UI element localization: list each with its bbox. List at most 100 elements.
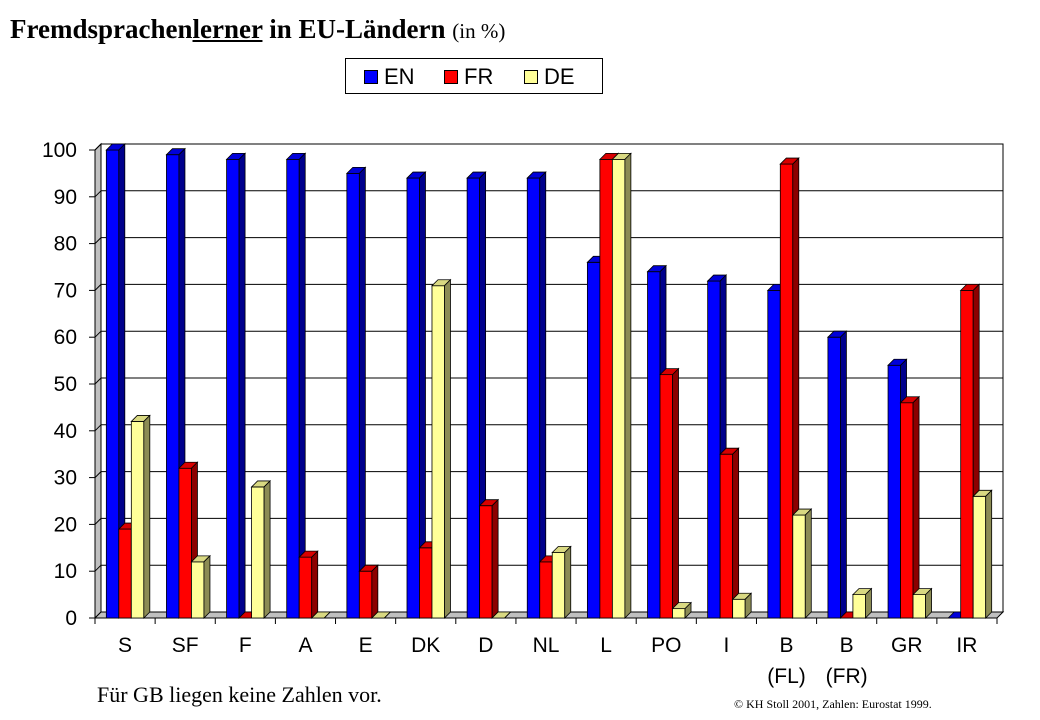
bar-de-side [323,611,331,619]
bar-de-side [564,545,572,619]
bar-de [912,594,926,619]
title-unit: (in %) [452,19,506,43]
bar-en [827,336,841,619]
bar-fr [659,374,673,619]
bar-fr-side [311,550,319,619]
x-tick-label: PO [651,634,681,657]
footnote: Für GB liegen keine Zahlen vor. [97,682,382,707]
bar-de-side [263,479,271,619]
legend-swatch [444,70,458,84]
gridline-side [94,143,102,151]
bar-en [105,149,120,619]
x-tick-label: D [478,634,493,657]
gridline-side [94,564,102,572]
bar-fr [539,561,553,619]
bar-de-side [504,611,511,619]
bar-fr [419,547,433,619]
bar-en-side [238,152,246,619]
bar-de [130,421,145,619]
x-tick-label: SF [172,634,199,657]
bar-fr [599,158,613,619]
bar-de-side [744,592,752,619]
bar-fr-side [912,395,920,619]
bar-de-side [384,611,391,619]
bar-de-side [624,152,632,619]
bar-de [251,486,265,619]
bar-en-side [539,171,547,619]
x-tick-label: GR [891,634,923,657]
x-tick-label: IR [956,634,977,657]
bar-en [887,364,901,619]
bar-fr-side [371,564,379,619]
bar-fr [479,505,493,619]
x-tick-label: L [600,634,612,657]
bar-de-side [925,587,932,619]
credit-line: © KH Stoll 2001, Zahlen: Eurostat 1999. [734,697,932,711]
bar-de-side [444,278,451,619]
bar-fr [719,453,734,619]
gridline-side [94,330,102,338]
x-tick-label: F [239,634,252,657]
y-tick-label: 80 [54,233,77,256]
y-tick-label: 40 [54,420,77,443]
x-tick-sublabel: (FR) [826,665,868,688]
bar-fr [779,163,794,619]
bar-en [226,158,240,619]
bar-fr [178,467,192,619]
bar-en [767,289,781,619]
bar-fr [358,570,373,619]
title-part-1: Fremdsprachen [10,14,193,44]
bar-de [972,495,987,619]
x-tick-label: A [298,634,312,657]
bar-en [586,261,601,619]
gridline-side [94,190,102,198]
bar-de-side [684,601,692,619]
bar-fr-side [672,367,679,619]
x-tick-label: DK [411,634,440,657]
x-tick-label: NL [533,634,560,657]
chart-legend: EN FR DE [345,58,603,94]
y-tick-label: 60 [54,326,77,349]
bar-fr-side [732,447,740,619]
bar-fr [118,528,132,619]
title-part-3: in EU-Ländern [262,14,453,44]
legend-label: EN [384,64,415,89]
legend-swatch [524,70,538,84]
bar-fr [960,289,974,619]
bar-en [707,280,721,619]
x-tick-sublabel: (FL) [767,665,806,688]
x-tick-label: I [723,634,729,657]
y-tick-label: 0 [65,607,77,630]
legend-swatch [364,70,378,84]
bar-en-side [358,166,366,619]
bar-en [286,158,300,619]
bar-en [406,177,420,619]
gridline-side [94,377,102,385]
x-tick-label: E [359,634,373,657]
chart-title: Fremdsprachenlerner in EU-Ländern (in %) [10,14,505,45]
bar-de [732,598,746,619]
legend-label: FR [464,64,494,89]
x-tick-label: S [118,634,132,657]
x-tick-label: B [840,634,854,657]
legend-label: DE [544,64,575,89]
gridline-side [94,424,102,432]
bar-de-side [143,414,151,619]
bar-de [431,285,445,619]
bar-de-side [865,587,872,619]
bar-fr [298,556,313,619]
gridline-side [94,284,102,291]
bar-fr-side [491,498,499,619]
gridline-side [94,237,102,244]
title-part-2-underlined: lerner [192,14,263,44]
bar-de-side [203,554,211,619]
bar-de [611,158,626,619]
y-tick-label: 30 [54,467,77,490]
y-tick-label: 70 [54,279,77,302]
bar-en [346,172,360,619]
bar-en [526,177,541,619]
bar-de-side [804,508,812,619]
bar-de [792,514,806,619]
bar-de-side [985,489,993,619]
bar-en-side [840,330,847,619]
